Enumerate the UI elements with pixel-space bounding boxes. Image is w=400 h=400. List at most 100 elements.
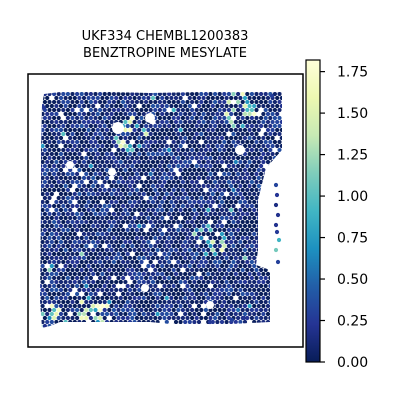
spot <box>100 92 105 93</box>
spot <box>208 275 213 281</box>
spot <box>81 279 87 285</box>
spot <box>215 239 220 245</box>
spot <box>91 143 96 149</box>
spot <box>236 123 241 129</box>
spot <box>245 227 250 233</box>
spot <box>93 251 98 257</box>
spot <box>86 239 91 245</box>
spot <box>91 247 96 253</box>
spot <box>226 195 231 201</box>
spot <box>215 263 220 269</box>
spot <box>114 191 119 197</box>
spot <box>210 215 215 221</box>
spot <box>245 283 250 289</box>
spot <box>116 171 121 177</box>
spot <box>192 271 197 277</box>
spot <box>282 196 286 200</box>
spot <box>279 151 282 157</box>
spot <box>84 323 89 328</box>
spot <box>109 263 114 269</box>
spot <box>226 107 231 113</box>
spot <box>132 151 137 157</box>
spot <box>185 163 190 169</box>
spot <box>104 319 110 325</box>
spot <box>91 239 96 245</box>
spot <box>127 135 133 141</box>
spot <box>77 191 82 197</box>
spot <box>176 92 181 97</box>
spot <box>127 239 133 245</box>
spot <box>252 159 257 165</box>
spot <box>68 271 73 277</box>
spot <box>107 99 112 105</box>
spot <box>215 271 220 277</box>
spot <box>144 147 149 153</box>
spot <box>111 163 116 169</box>
spot <box>107 115 112 121</box>
spot <box>86 92 91 93</box>
spot <box>199 315 204 321</box>
spot <box>58 215 64 221</box>
spot <box>199 251 204 257</box>
spot <box>272 99 277 105</box>
spot <box>111 243 116 249</box>
spot <box>231 187 236 193</box>
spot <box>215 303 220 309</box>
spot <box>277 147 282 153</box>
spot <box>180 147 185 153</box>
spot <box>164 319 169 325</box>
spot <box>162 115 167 121</box>
spot <box>40 203 43 209</box>
spot <box>56 275 61 281</box>
spot <box>231 163 236 169</box>
spot <box>215 295 220 301</box>
spot <box>187 255 192 261</box>
spot <box>270 111 275 117</box>
spot <box>98 107 103 113</box>
spot <box>196 119 202 125</box>
spot <box>206 135 211 141</box>
spot <box>157 147 162 153</box>
spot <box>100 95 105 101</box>
spot <box>183 119 188 125</box>
spot <box>123 183 128 189</box>
spot <box>79 92 84 97</box>
spot <box>201 143 206 149</box>
spot <box>98 307 103 313</box>
spot <box>81 271 87 277</box>
spot <box>68 119 73 125</box>
spot <box>139 227 144 233</box>
spot <box>261 279 266 285</box>
spot <box>45 247 50 253</box>
spot <box>201 127 206 133</box>
spot <box>139 123 144 129</box>
spot <box>40 311 41 317</box>
spot <box>40 175 45 181</box>
spot <box>40 167 41 173</box>
spot <box>263 259 268 265</box>
spot <box>275 119 280 125</box>
spot <box>215 143 220 149</box>
spot <box>183 263 188 269</box>
spot <box>247 263 252 269</box>
spot <box>114 207 119 213</box>
spot <box>252 183 257 189</box>
spot <box>164 295 169 301</box>
spot <box>254 131 259 137</box>
spot <box>125 139 130 145</box>
spot <box>247 167 252 173</box>
spot <box>240 179 245 185</box>
spot <box>84 163 89 169</box>
spot <box>77 103 82 109</box>
spot <box>210 295 215 301</box>
spot <box>86 263 91 269</box>
spot <box>111 323 117 328</box>
spot <box>47 115 52 121</box>
spot <box>148 307 153 313</box>
spot <box>61 163 66 169</box>
spot <box>123 159 128 165</box>
spot <box>199 307 204 313</box>
spot <box>259 171 264 177</box>
spot <box>121 291 126 297</box>
spot <box>203 147 208 153</box>
